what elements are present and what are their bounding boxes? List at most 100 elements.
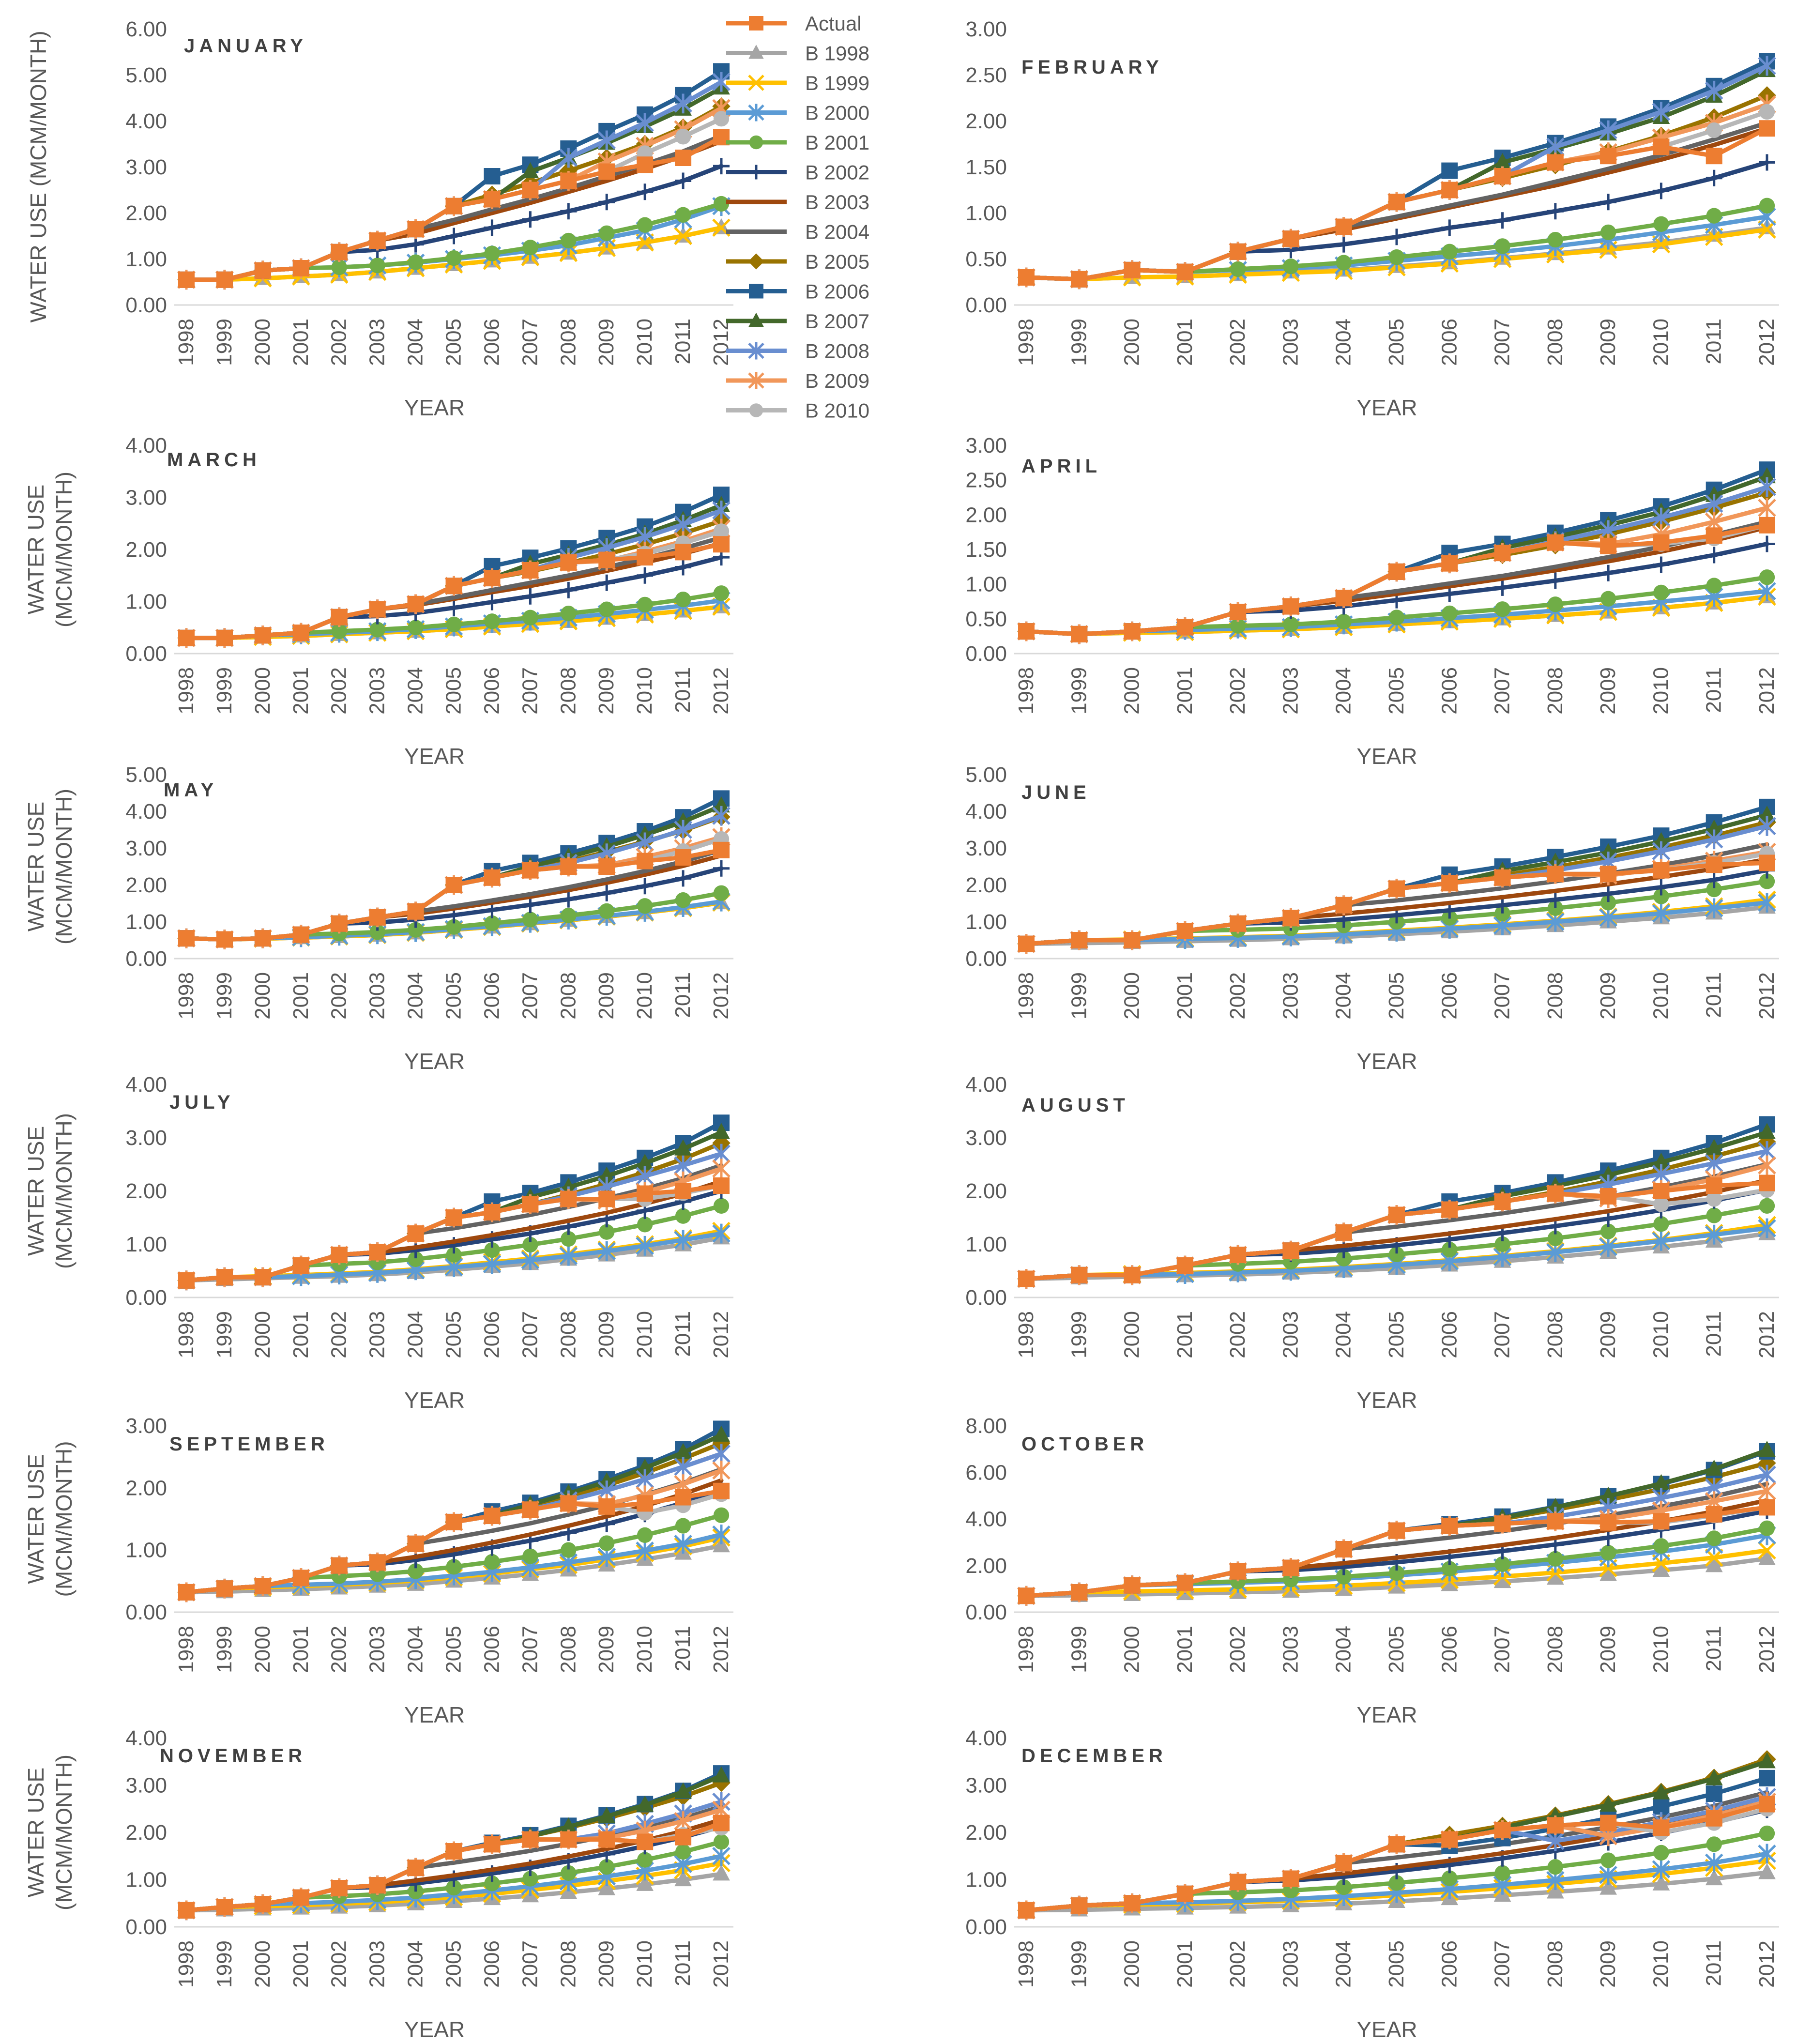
point-april-b-2001-2012: [1759, 569, 1775, 585]
y-tick-january-0: 0.00: [125, 293, 167, 317]
point-september-b-2008-2012: [712, 1444, 731, 1464]
point-april-b-2002-2010: [1653, 556, 1670, 573]
y-tick-october-0: 0.00: [965, 1601, 1007, 1624]
x-tick-september-2001: 2001: [289, 1626, 313, 1673]
point-march-b-2001-2010: [637, 596, 653, 613]
point-august-b-2000-2011: [1705, 1224, 1723, 1245]
point-january-actual-1999: [216, 271, 233, 288]
point-april-b-2001-2003: [1283, 616, 1299, 632]
point-august-actual-2007: [1494, 1193, 1511, 1210]
x-tick-april-2012: 2012: [1755, 667, 1779, 715]
point-september-b-2007-2009: [598, 1472, 616, 1489]
point-september-b-2001-2005: [446, 1559, 462, 1575]
x-tick-october-1999: 1999: [1067, 1626, 1091, 1673]
panel-title-january: JANUARY: [184, 35, 307, 57]
point-september-actual-2002: [331, 1557, 348, 1574]
point-july-actual-2007: [522, 1196, 539, 1213]
legend-label-b-2005: B 2005: [805, 250, 869, 273]
point-november-actual-2005: [445, 1843, 462, 1860]
y-tick-may-5: 5.00: [125, 763, 167, 787]
x-tick-january-2003: 2003: [365, 319, 389, 366]
point-july-b-2000-2007: [521, 1250, 540, 1270]
y-tick-september-3: 3.00: [125, 1414, 167, 1438]
point-july-b-2005-2012: [712, 1134, 731, 1152]
x-tick-april-2005: 2005: [1385, 667, 1408, 715]
point-august-b-2009-2012: [1758, 1155, 1776, 1175]
point-may-actual-2004: [407, 903, 424, 920]
point-march-b-2001-2012: [713, 585, 730, 601]
y-tick-september-2: 2.00: [125, 1476, 167, 1500]
y-tick-june-5: 5.00: [965, 763, 1007, 787]
point-july-actual-1999: [216, 1269, 233, 1286]
point-april-actual-2001: [1176, 619, 1193, 636]
point-january-b-2008-2010: [636, 113, 654, 133]
point-january-b-2008-2011: [674, 93, 692, 114]
point-april-actual-2003: [1282, 598, 1299, 615]
point-september-actual-2000: [254, 1578, 271, 1595]
panel-title-march: MARCH: [167, 449, 261, 471]
legend-label-actual: Actual: [805, 12, 862, 35]
point-august-actual-2005: [1388, 1206, 1405, 1223]
legend-item-b-1998: B 1998: [726, 42, 869, 65]
x-tick-june-2001: 2001: [1173, 972, 1197, 1020]
point-october-b-2007-2009: [1599, 1486, 1617, 1503]
x-tick-may-2007: 2007: [518, 972, 542, 1020]
x-tick-december-2000: 2000: [1120, 1940, 1144, 1988]
x-tick-february-1998: 1998: [1014, 319, 1038, 366]
x-tick-october-2012: 2012: [1755, 1626, 1779, 1673]
point-october-actual-2003: [1282, 1559, 1299, 1576]
point-october-b-2007-2011: [1705, 1459, 1723, 1476]
point-october-b-2009-2012: [1758, 1481, 1776, 1501]
point-october-b-1999-2011: [1705, 1548, 1723, 1567]
y-tick-december-3: 3.00: [965, 1774, 1007, 1798]
x-tick-august-2007: 2007: [1491, 1311, 1514, 1358]
point-july-actual-2003: [369, 1244, 386, 1261]
point-january-actual-2004: [407, 221, 424, 238]
point-october-b-2007-2012: [1758, 1440, 1776, 1457]
y-tick-august-4: 4.00: [965, 1073, 1007, 1097]
point-july-b-2007-2009: [598, 1166, 616, 1183]
point-november-actual-2001: [292, 1889, 309, 1906]
point-october-b-2001-2007: [1494, 1556, 1510, 1572]
point-november-b-2001-2006: [484, 1876, 500, 1891]
point-july-actual-2010: [637, 1185, 654, 1202]
panel-title-october: OCTOBER: [1021, 1434, 1148, 1455]
point-may-actual-2008: [560, 858, 577, 875]
point-february-b-2001-2003: [1283, 259, 1299, 275]
point-july-actual-2002: [331, 1247, 348, 1263]
point-october-b-1998-2005: [1388, 1577, 1405, 1594]
x-tick-october-2003: 2003: [1279, 1626, 1302, 1673]
point-may-b-2001-2004: [408, 922, 424, 938]
y-axis-title-may-line-1: (MCM/MONTH): [51, 789, 76, 945]
point-february-actual-2000: [1124, 261, 1141, 278]
x-tick-january-1998: 1998: [174, 319, 198, 366]
x-tick-september-2007: 2007: [518, 1626, 542, 1673]
legend-marker-b-2008: [748, 342, 764, 360]
point-november-b-1998-2010: [636, 1875, 654, 1891]
y-tick-february-6: 3.00: [965, 17, 1007, 41]
point-december-b-2000-2010: [1652, 1859, 1671, 1879]
point-october-actual-2011: [1706, 1506, 1722, 1523]
panel-august: AUGUST 0.00 1.00 2.00 3.00 4.00 1998 1999 2000 20…: [965, 1073, 1779, 1413]
point-march-actual-1999: [216, 629, 233, 646]
series-october-actual: [1018, 1499, 1775, 1604]
x-tick-july-2004: 2004: [404, 1311, 427, 1358]
point-august-b-2001-2011: [1706, 1207, 1722, 1223]
point-january-actual-2007: [522, 182, 539, 198]
point-november-b-2007-2011: [674, 1782, 692, 1799]
point-july-actual-2004: [407, 1225, 424, 1242]
y-tick-september-1: 1.00: [125, 1539, 167, 1562]
point-december-actual-2002: [1230, 1874, 1247, 1891]
panel-january: JANUARY 0.00 1.00 2.00 3.00 4.00 5.00 6.00 1998 1…: [26, 17, 733, 420]
point-july-b-2001-2004: [408, 1251, 424, 1267]
series-april-actual: [1018, 517, 1775, 642]
y-axis-title-november-line-0: WATER USE: [23, 1768, 48, 1897]
x-tick-november-2009: 2009: [594, 1940, 618, 1988]
x-tick-august-1999: 1999: [1067, 1311, 1091, 1358]
point-april-b-2002-2012: [1759, 535, 1775, 552]
point-june-b-2002-2007: [1494, 897, 1511, 914]
point-march-b-2008-2012: [712, 500, 731, 520]
point-june-b-2008-2010: [1652, 841, 1671, 861]
point-july-b-2000-2010: [636, 1236, 654, 1256]
x-tick-june-2003: 2003: [1279, 972, 1302, 1020]
